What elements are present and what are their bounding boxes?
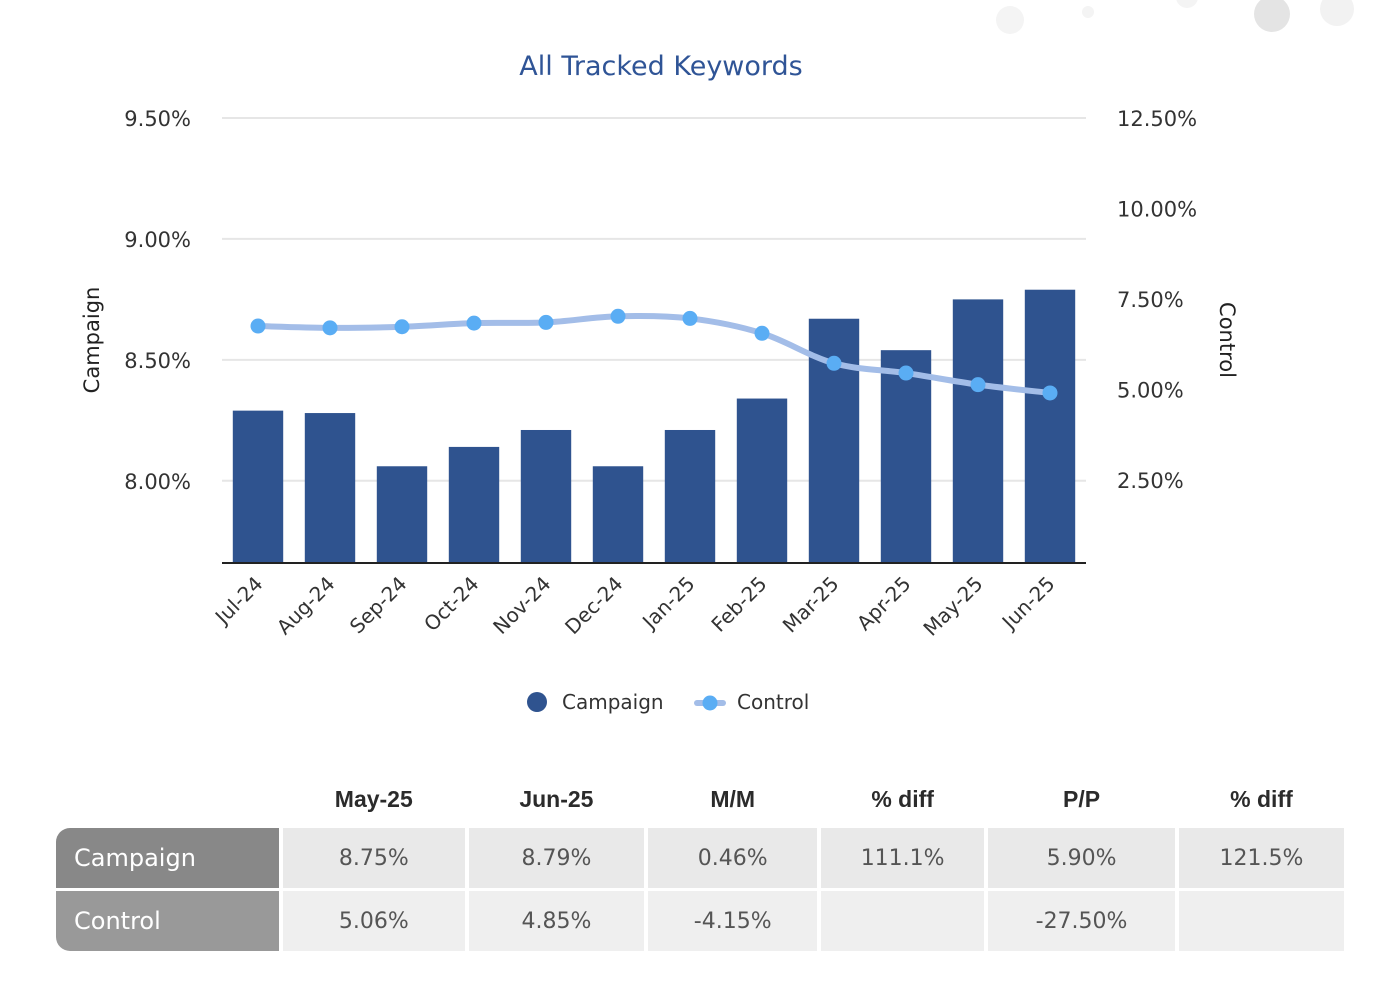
x-tick-label: May-25 [918,572,987,641]
decorative-circle [1176,0,1198,8]
y-tick-label: 8.50% [124,349,191,373]
bar-campaign [448,446,500,563]
header-p-p: P/P [1063,785,1101,812]
x-tick-label: Nov-24 [488,572,555,639]
point-control [898,365,914,381]
x-tick-label: Feb-25 [706,572,771,637]
x-tick-label: Apr-25 [852,572,916,636]
row-label-campaign: Campaign [56,828,279,891]
bar-campaign [952,299,1004,563]
point-control [466,315,482,331]
legend-label-control: Control [737,690,809,714]
y-axis-label: Campaign [80,287,104,394]
legend-marker-control [702,695,718,711]
x-tick-label: Jun-25 [996,572,1060,636]
decorative-circle [1320,0,1354,26]
header-blank [56,770,279,828]
combo-chart: All Tracked Keywords 8.00% 8.50% 9.00% 9.50… [80,51,1239,714]
x-tick-label: Oct-24 [419,572,484,637]
point-control [538,314,554,330]
table-cell: 8.75% [282,828,465,891]
y2-tick-label: 2.50% [1117,469,1184,493]
point-control [682,310,698,326]
header-pct-diff-pp: % diff [1230,785,1293,812]
table-cell: 4.85% [468,891,645,951]
table-cell: -4.15% [648,891,818,951]
header-pct-diff-mm: % diff [871,785,934,812]
bar-campaign [520,429,572,563]
x-tick-label: Jan-25 [636,572,699,635]
y-tick-label: 9.00% [124,228,191,252]
table-cell: -27.50% [988,891,1175,951]
header-may-25: May-25 [334,785,413,812]
table-row-control: Control 5.06% 4.85% -4.15% -27.50% [56,891,1344,951]
legend-label-campaign: Campaign [562,690,664,714]
x-tick-label: Jul-24 [209,572,268,631]
table-cell: 121.5% [1178,828,1344,891]
table-cell [821,891,985,951]
bar-campaign [736,398,788,563]
decorative-circle [1254,0,1290,32]
bar-campaign [304,413,356,563]
table-row-campaign: Campaign 8.75% 8.79% 0.46% 111.1% 5.90% … [56,828,1344,891]
x-tick-label: Aug-24 [272,572,340,640]
table-header-row: May-25 Jun-25 M/M % diff P/P % diff [56,770,1344,828]
row-label-control: Control [56,891,279,951]
point-control [970,377,986,393]
point-control [322,320,338,336]
point-control [250,318,266,334]
legend-marker-campaign [527,692,547,712]
bar-campaign [664,429,716,563]
x-tick-label: Mar-25 [778,572,844,638]
table-cell: 5.90% [988,828,1175,891]
legend: Campaign Control [527,690,809,714]
table-cell: 8.79% [468,828,645,891]
comparison-table: May-25 Jun-25 M/M % diff P/P % diff Camp… [52,770,1348,951]
header-m-m: M/M [710,785,756,812]
point-control [610,308,626,324]
bar-campaign [376,466,428,563]
y-tick-label: 9.50% [124,107,191,131]
table-cell: 0.46% [648,828,818,891]
bar-campaign [880,350,932,563]
table-cell: 111.1% [821,828,985,891]
bar-campaign [232,410,284,563]
table-cell: 5.06% [282,891,465,951]
y-tick-label: 8.00% [124,470,191,494]
table-cell [1178,891,1344,951]
x-tick-label: Dec-24 [560,572,627,639]
bar-campaign [1024,289,1076,563]
point-control [826,355,842,371]
y2-tick-label: 7.50% [1117,288,1184,312]
header-jun-25: Jun-25 [519,785,594,812]
bar-campaign [592,466,644,563]
y2-tick-label: 5.00% [1117,378,1184,402]
point-control [394,319,410,335]
decorative-circle [1082,6,1094,18]
point-control [1042,385,1058,401]
point-control [754,325,770,341]
x-tick-label: Sep-24 [345,572,412,639]
y2-tick-label: 10.00% [1117,197,1197,221]
y2-tick-label: 12.50% [1117,107,1197,131]
decorative-circle [996,6,1024,34]
chart-title: All Tracked Keywords [519,51,802,82]
y2-axis-label: Control [1215,302,1239,378]
